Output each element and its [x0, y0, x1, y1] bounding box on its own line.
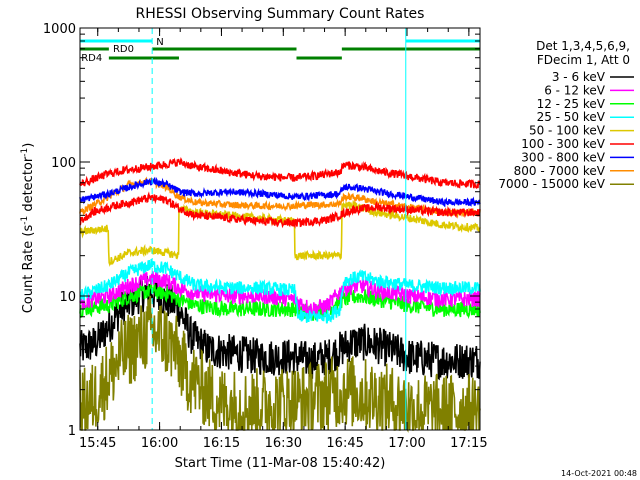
legend-label-5: 50 - 100 keV	[529, 124, 606, 138]
x-tick-label-4: 16:30	[265, 436, 302, 451]
chart-title: RHESSI Observing Summary Count Rates	[136, 6, 425, 22]
band-label-n: N	[156, 37, 163, 48]
footer-date: 14-Oct-2021 00:48	[561, 469, 637, 478]
x-tick-label-7: 17:15	[450, 436, 487, 451]
legend-label-1: 3 - 6 keV	[552, 70, 606, 84]
series-50-100-kev	[79, 199, 481, 267]
x-axis: 15:45 16:00 16:15 16:30 16:45 17:00 17:15	[79, 28, 488, 451]
legend-label-7: 300 - 800 keV	[521, 150, 605, 164]
legend-label-2: 6 - 12 keV	[544, 83, 606, 97]
plot-border	[79, 27, 481, 431]
x-tick-label-5: 16:45	[326, 436, 363, 451]
legend: Det 1,3,4,5,6,9, FDecim 1, Att 0 3 - 6 k…	[498, 39, 634, 191]
y-axis-label-mid: detector	[21, 156, 36, 216]
x-tick-label-1: 15:45	[79, 436, 116, 451]
series-25-50-kev	[79, 259, 481, 324]
x-tick-label-3: 16:15	[203, 436, 240, 451]
y-tick-label-1: 1	[68, 424, 76, 439]
legend-header-line-2: FDecim 1, Att 0	[537, 53, 630, 67]
band-label-rd0: RD0	[113, 44, 134, 55]
series-12-25-kev	[79, 281, 481, 322]
y-tick-label-2: 10	[59, 290, 76, 305]
legend-label-6: 100 - 300 keV	[521, 137, 605, 151]
x-tick-label-2: 16:00	[141, 436, 178, 451]
legend-label-4: 25 - 50 keV	[537, 110, 606, 124]
x-axis-label: Start Time (11-Mar-08 15:40:42)	[175, 456, 386, 471]
y-tick-label-3: 100	[51, 156, 76, 171]
legend-header-line-1: Det 1,3,4,5,6,9,	[536, 39, 630, 53]
y-axis-label-main: Count Rate (s	[21, 225, 36, 314]
band-label-rd4: RD4	[81, 53, 102, 64]
legend-label-3: 12 - 25 keV	[537, 97, 606, 111]
y-axis: 1 10 100 1000	[43, 22, 480, 439]
y-tick-label-4: 1000	[43, 22, 76, 37]
y-axis-label-end: )	[21, 143, 36, 148]
series-3-6-kev	[79, 275, 481, 381]
x-tick-label-6: 17:00	[388, 436, 425, 451]
y-axis-label: Count Rate (s-1 detector-1)	[20, 143, 36, 314]
y-axis-label-sup2: -1	[20, 148, 30, 157]
y-axis-label-sup1: -1	[20, 216, 30, 225]
plot-frame	[79, 27, 481, 431]
series-100-300-kev	[79, 156, 481, 189]
legend-label-9: 7000 - 15000 keV	[498, 177, 605, 191]
series-100-300-kev	[79, 191, 481, 229]
series-300-800-kev	[79, 176, 481, 208]
legend-label-8: 800 - 7000 keV	[514, 164, 606, 178]
series-layer	[79, 156, 481, 433]
